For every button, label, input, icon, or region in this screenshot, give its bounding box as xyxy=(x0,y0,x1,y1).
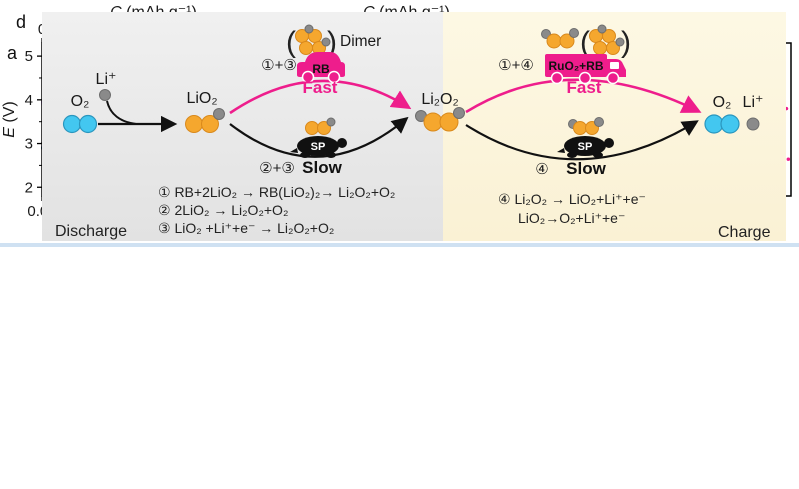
bottom-divider xyxy=(0,243,799,247)
li-right-label: Li⁺ xyxy=(743,94,764,111)
discharge-background xyxy=(42,12,443,241)
sp-turtle-discharge-icon: SP xyxy=(290,117,347,158)
reaction-discharge-1: ① RB+2LiO₂ → RB(LiO₂)₂→ Li₂O₂+O₂ xyxy=(158,184,395,200)
li2o2-label: Li₂O₂ xyxy=(421,91,458,108)
reaction-charge-1: ④ Li₂O₂ → LiO₂+Li⁺+e⁻ xyxy=(498,191,646,207)
fast-discharge-label: Fast xyxy=(303,78,338,97)
li-left-label: Li⁺ xyxy=(96,71,117,88)
reaction-charge-2: LiO₂→O₂+Li⁺+e⁻ xyxy=(518,210,625,226)
reaction-discharge-3: ③ LiO₂ +Li⁺+e⁻ → Li₂O₂+O₂ xyxy=(158,220,334,236)
y-tick-label: 4 xyxy=(25,92,33,109)
li-ion-right-icon xyxy=(746,117,760,131)
o2-molecule-right-icon xyxy=(704,114,740,134)
o2-right-label: O₂ xyxy=(713,94,732,111)
dimer-cluster-charge-icon: ( ) xyxy=(580,24,631,59)
ruo2-truck-label: RuO₂+RB xyxy=(548,59,603,73)
discharge-section-label: Discharge xyxy=(55,223,127,240)
dimer-cluster-icon: ( ) xyxy=(286,24,337,59)
step-fast-charge-label: ①+④ xyxy=(498,57,534,74)
dimer-label: Dimer xyxy=(340,33,381,50)
o2-molecule-left-icon xyxy=(62,114,98,134)
lio2-molecule-icon xyxy=(185,108,225,133)
svg-text:): ) xyxy=(327,26,337,59)
step-slow-discharge-label: ②+③ xyxy=(259,160,295,177)
svg-text:): ) xyxy=(621,26,631,59)
svg-text:(: ( xyxy=(286,26,296,59)
step-slow-charge-label: ④ xyxy=(535,161,548,178)
li2o2-cluster-above-truck-icon xyxy=(541,28,579,49)
y-tick-label: 5 xyxy=(25,48,33,65)
o2-left-label: O₂ xyxy=(71,93,90,110)
ruo2-truck-icon: RuO₂+RB xyxy=(545,54,626,85)
axis-title: E (V) xyxy=(1,101,18,137)
slow-arrow-charge xyxy=(465,120,699,161)
y-tick-label: 2 xyxy=(25,179,33,196)
y-tick-label: 3 xyxy=(25,136,33,153)
lio2-label: LiO₂ xyxy=(186,90,217,107)
mechanism-diagram: d O₂ Li⁺ LiO₂ ( ) Dimer R xyxy=(0,12,799,247)
slow-arrow-discharge xyxy=(229,116,409,158)
fast-arrow-charge xyxy=(465,78,702,114)
charge-section-label: Charge xyxy=(718,224,771,241)
rb-car-icon: RB xyxy=(297,52,345,84)
fast-charge-label: Fast xyxy=(567,78,602,97)
sp-turtle-discharge-label: SP xyxy=(311,141,326,153)
slow-discharge-label: Slow xyxy=(302,158,342,177)
step-fast-discharge-label: ①+③ xyxy=(261,57,297,74)
li2o2-molecule-icon xyxy=(415,107,465,132)
rb-car-label: RB xyxy=(312,62,330,76)
panel-label-a: a xyxy=(7,43,18,63)
reaction-discharge-2: ② 2LiO₂ → Li₂O₂+O₂ xyxy=(158,202,288,218)
svg-text:(: ( xyxy=(580,26,590,59)
slow-charge-label: Slow xyxy=(566,159,606,178)
li-ion-left-icon xyxy=(99,89,111,101)
sp-turtle-charge-label: SP xyxy=(578,141,593,153)
fast-arrow-discharge xyxy=(229,79,412,115)
panel-label-d: d xyxy=(16,12,26,32)
sp-turtle-charge-icon: SP xyxy=(557,117,614,158)
